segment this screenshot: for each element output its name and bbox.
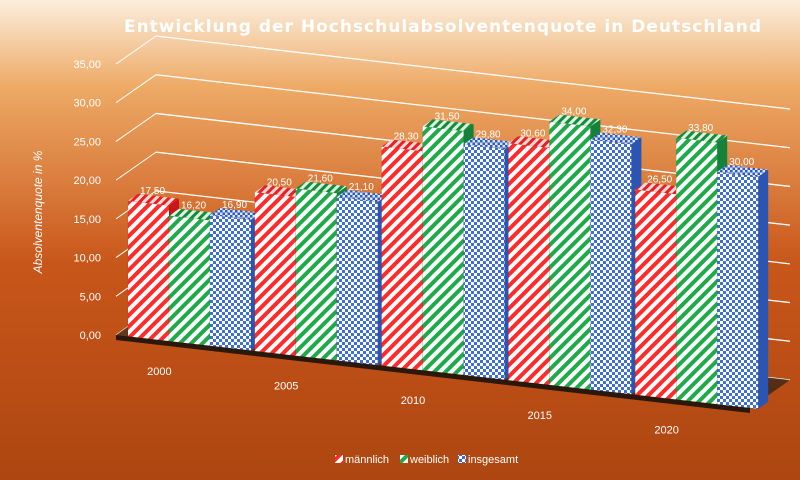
bar-front [254, 192, 297, 356]
data-label: 26,50 [647, 175, 672, 186]
bar-insgesamt-2015 [590, 132, 642, 395]
legend-item-weiblich: weiblich [400, 454, 449, 466]
bar-top [676, 130, 728, 143]
x-tick-label: 2010 [401, 395, 425, 407]
gridline-depth [115, 113, 157, 142]
y-tick-label: 15,00 [73, 214, 101, 226]
gridline-depth [115, 35, 157, 65]
bar-top [295, 181, 347, 194]
bar-top [128, 193, 179, 206]
bar-front [463, 144, 505, 380]
bar-top [210, 208, 261, 220]
x-tick-label: 2015 [528, 410, 552, 422]
data-label: 17,50 [140, 186, 165, 197]
bar-top [590, 132, 642, 145]
bar-insgesamt-2005 [336, 190, 388, 366]
bar-front [209, 214, 252, 351]
y-tick-label: 10,00 [73, 253, 101, 265]
y-tick-label: 5,00 [80, 291, 101, 303]
bar-front [590, 139, 632, 395]
data-label: 32,30 [602, 125, 627, 136]
gridline [155, 35, 791, 110]
bar-top [508, 136, 560, 148]
bar-front [549, 121, 591, 390]
legend-item-insgesamt: insgesamt [458, 454, 518, 466]
data-label: 21,10 [349, 182, 374, 193]
data-label: 29,80 [476, 129, 501, 140]
data-label: 33,80 [688, 123, 713, 134]
legend-item-männlich: männlich [335, 454, 389, 466]
legend: männlich weiblich insgesamt [335, 454, 518, 466]
legend-label: insgesamt [468, 454, 518, 466]
bar-top [422, 119, 474, 132]
bar-front [168, 215, 211, 347]
bar-top [254, 185, 306, 197]
bar-insgesamt-2020 [716, 164, 769, 410]
x-axis-ticks: 2000 2005 2010 2015 2020 [147, 366, 679, 436]
bar-insgesamt-2010 [463, 137, 515, 380]
legend-swatch [458, 455, 466, 463]
bar-insgesamt-2000 [209, 208, 261, 351]
data-label: 16,90 [222, 200, 247, 211]
y-axis-label: Absolventenquote in % [31, 150, 45, 274]
data-label: 31,50 [435, 111, 460, 122]
data-label: 30,00 [729, 157, 754, 168]
data-label: 16,20 [181, 201, 206, 212]
x-tick-label: 2005 [274, 381, 298, 393]
bar-top [336, 190, 388, 202]
data-labels: 17,50 16,20 16,90 20,50 21,60 21,10 28,30 31,50… [140, 107, 755, 212]
x-tick-label: 2000 [147, 366, 171, 378]
data-label: 34,00 [561, 107, 586, 118]
bar-front [634, 189, 677, 400]
legend-label: männlich [345, 454, 389, 466]
bar-top [169, 208, 220, 221]
bar-front [422, 126, 464, 376]
data-label: 28,30 [394, 131, 419, 142]
bar-top [635, 182, 687, 195]
bar-front [716, 171, 759, 410]
legend-swatch [335, 455, 343, 463]
data-label: 30,60 [520, 128, 545, 139]
bar-front [508, 143, 550, 386]
gridline-depth [115, 151, 157, 181]
bar-front [127, 200, 170, 342]
bars [127, 114, 769, 410]
data-label: 20,50 [267, 177, 292, 188]
legend-swatch [400, 455, 408, 463]
gridline-depth [115, 74, 157, 104]
x-tick-label: 2020 [654, 424, 678, 436]
bar-side [758, 169, 769, 409]
y-tick-label: 25,00 [73, 136, 101, 148]
bar-front [295, 188, 338, 361]
data-label: 21,60 [308, 173, 333, 184]
bar-top [381, 139, 433, 152]
bar-top [549, 114, 601, 127]
chart-title: Entwicklung der Hochschulabsolventenquot… [124, 17, 762, 37]
bar-front [336, 196, 379, 366]
bar-front [675, 137, 718, 405]
bar-top [463, 137, 515, 149]
floor-edge [116, 335, 750, 413]
y-tick-label: 0,00 [80, 330, 101, 342]
y-tick-label: 35,00 [73, 59, 101, 71]
y-tick-label: 20,00 [73, 175, 101, 187]
bar-front [381, 146, 423, 371]
legend-label: weiblich [409, 454, 449, 466]
y-axis-ticks: 0,00 5,00 10,00 15,00 20,00 25,00 30,00 35,00 [73, 59, 101, 342]
bar-top [717, 164, 769, 177]
y-tick-label: 30,00 [73, 98, 101, 110]
